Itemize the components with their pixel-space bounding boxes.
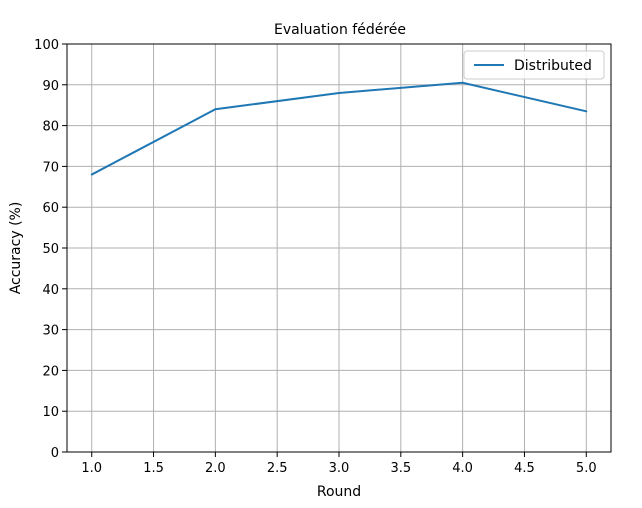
x-tick-label: 1.0 <box>81 461 102 476</box>
x-tick-label: 4.5 <box>514 461 535 476</box>
grid <box>67 43 611 453</box>
x-tick-label: 3.5 <box>390 461 411 476</box>
x-tick-label: 1.5 <box>143 461 164 476</box>
y-tick-label: 10 <box>42 405 59 420</box>
data-point <box>90 173 93 176</box>
x-axis: 1.0 1.5 2.0 2.5 3.0 3.5 4.0 4.5 5.0 <box>81 452 597 476</box>
y-tick-label: 20 <box>42 364 59 379</box>
y-tick-label: 70 <box>42 160 59 175</box>
legend: Distributed <box>463 50 605 80</box>
data-point <box>338 91 340 94</box>
y-tick-label: 40 <box>42 283 59 298</box>
y-tick-label: 80 <box>42 120 59 135</box>
x-tick-label: 3.0 <box>329 461 350 476</box>
data-point <box>585 110 588 113</box>
x-tick-label: 5.0 <box>576 461 597 476</box>
data-point <box>461 81 464 84</box>
y-tick-label: 0 <box>51 446 59 461</box>
y-tick-label: 60 <box>42 201 59 216</box>
series-layer <box>90 81 588 176</box>
x-axis-label: Round <box>317 484 361 500</box>
x-tick-label: 2.5 <box>267 461 288 476</box>
x-tick-label: 2.0 <box>205 461 226 476</box>
y-tick-label: 50 <box>42 242 59 257</box>
y-tick-label: 90 <box>42 79 59 94</box>
legend-box <box>463 50 605 80</box>
x-tick-label: 4.0 <box>452 461 473 476</box>
chart-title: Evaluation fédérée <box>274 22 406 38</box>
y-tick-label: 100 <box>34 38 59 53</box>
legend-label: Distributed <box>514 58 592 74</box>
data-point <box>214 108 217 111</box>
y-axis-label: Accuracy (%) <box>8 202 24 295</box>
y-axis: 0 10 20 30 40 50 60 70 80 90 100 <box>34 38 67 461</box>
y-tick-label: 30 <box>42 324 59 339</box>
